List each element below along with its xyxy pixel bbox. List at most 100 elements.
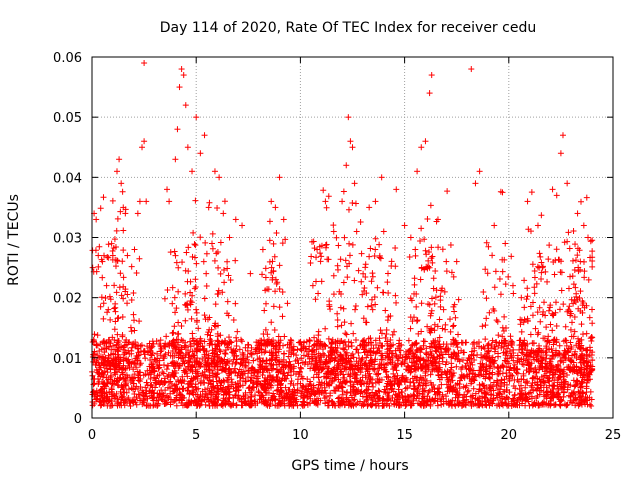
data-point-cloud: [89, 187, 596, 409]
data-point: [180, 72, 187, 79]
data-point: [314, 246, 321, 253]
y-tick-label: 0.03: [53, 232, 82, 247]
data-point: [174, 126, 181, 133]
x-tick-label: 0: [88, 428, 96, 443]
data-point: [422, 138, 429, 145]
data-point: [349, 144, 356, 151]
data-point: [216, 174, 223, 181]
data-point: [93, 216, 100, 223]
data-point: [343, 162, 350, 169]
data-point: [272, 204, 279, 211]
data-point: [574, 210, 581, 217]
data-point: [468, 66, 475, 73]
y-axis-label: ROTI / TECUs: [6, 194, 22, 286]
data-point: [322, 198, 329, 205]
data-point: [428, 72, 435, 79]
data-point: [193, 114, 200, 121]
x-tick-label: 10: [292, 428, 309, 443]
data-point: [226, 234, 233, 241]
data-point: [407, 234, 414, 241]
data-point: [534, 222, 541, 229]
data-point: [434, 216, 441, 223]
data-point: [109, 252, 116, 259]
data-point: [239, 222, 246, 229]
data-point: [205, 204, 212, 211]
data-point: [201, 132, 208, 139]
data-point: [182, 102, 189, 109]
data-point: [276, 174, 283, 181]
data-point: [347, 138, 354, 145]
x-tick-label: 20: [501, 428, 518, 443]
data-point: [518, 294, 525, 301]
data-point: [378, 174, 385, 181]
data-point: [309, 282, 316, 289]
data-point: [184, 144, 191, 151]
x-tick-label: 25: [605, 428, 622, 443]
data-point: [564, 180, 571, 187]
data-point: [472, 180, 479, 187]
data-point: [211, 168, 218, 175]
data-point: [509, 282, 516, 289]
data-point: [453, 258, 460, 265]
data-point: [426, 90, 433, 97]
data-point: [139, 144, 146, 151]
data-point: [178, 66, 185, 73]
data-point: [124, 252, 131, 259]
data-point: [476, 168, 483, 175]
data-point: [366, 204, 373, 211]
data-point: [559, 132, 566, 139]
data-point: [443, 258, 450, 265]
y-tick-label: 0.06: [53, 51, 82, 66]
data-point: [557, 150, 564, 157]
data-point: [232, 216, 239, 223]
data-point: [189, 168, 196, 175]
data-point: [380, 228, 387, 235]
data-points: [89, 60, 596, 409]
data-point: [103, 282, 110, 289]
y-tick-label: 0.04: [53, 171, 82, 186]
data-point: [372, 198, 379, 205]
data-point: [351, 180, 358, 187]
data-point: [114, 168, 121, 175]
data-point: [353, 228, 360, 235]
data-point: [143, 198, 150, 205]
x-tick-label: 15: [396, 428, 413, 443]
data-point: [141, 138, 148, 145]
data-point: [166, 198, 173, 205]
data-point: [164, 186, 171, 193]
x-axis-label: GPS time / hours: [291, 458, 408, 474]
data-point: [345, 114, 352, 121]
data-point: [553, 192, 560, 199]
y-tick-label: 0: [74, 412, 82, 427]
y-tick-label: 0.01: [53, 352, 82, 367]
data-point: [330, 228, 337, 235]
data-point: [122, 210, 129, 217]
data-point: [268, 198, 275, 205]
data-point: [116, 156, 123, 163]
data-point: [172, 156, 179, 163]
data-point: [393, 186, 400, 193]
data-point: [580, 222, 587, 229]
data-point: [524, 198, 531, 205]
data-point: [247, 270, 254, 277]
data-point: [120, 204, 127, 211]
data-point: [141, 60, 148, 67]
plot-frame: [91, 56, 614, 419]
data-point: [118, 180, 125, 187]
data-point: [280, 216, 287, 223]
chart-title: Day 114 of 2020, Rate Of TEC Index for r…: [160, 20, 536, 36]
data-point: [176, 84, 183, 91]
data-point: [339, 198, 346, 205]
x-tick-label: 5: [192, 428, 200, 443]
data-point: [401, 222, 408, 229]
y-tick-label: 0.05: [53, 111, 82, 126]
data-point: [136, 198, 143, 205]
data-point: [197, 150, 204, 157]
data-point: [414, 168, 421, 175]
data-point: [491, 222, 498, 229]
data-point: [99, 258, 106, 265]
data-point: [549, 186, 556, 193]
data-point: [584, 234, 591, 241]
data-point: [134, 210, 141, 217]
